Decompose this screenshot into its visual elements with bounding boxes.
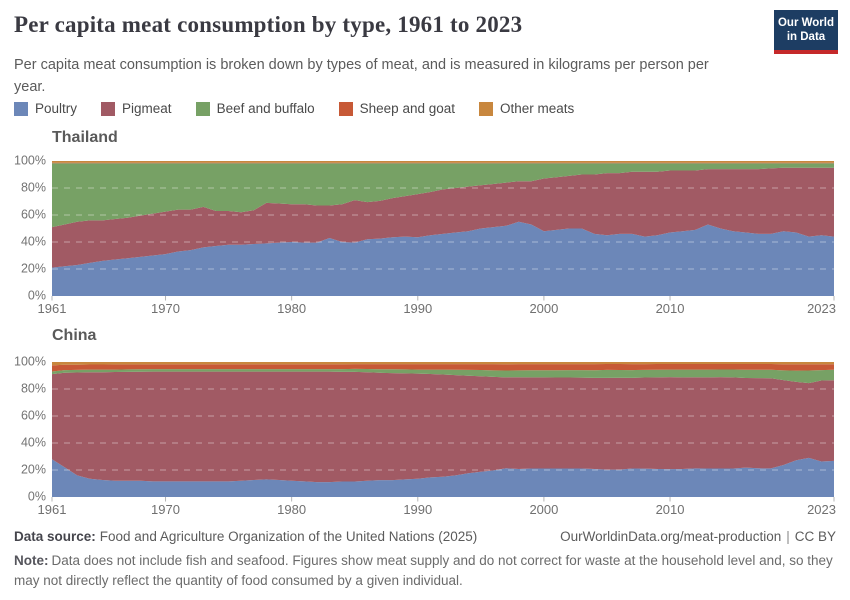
- thailand-stacked-area-chart[interactable]: 0% 20% 40% 60% 80% 100% 1961 1970 1980 1990 2000 20…: [0, 153, 850, 325]
- x-tick-label: 2010: [656, 301, 685, 316]
- area-pigmeat[interactable]: [52, 167, 834, 268]
- x-tick-label: 2000: [529, 301, 558, 316]
- area-poultry[interactable]: [52, 457, 834, 497]
- footnote-label: Note:: [14, 553, 49, 568]
- y-tick-label: 100%: [14, 354, 46, 368]
- china-stacked-area-chart[interactable]: 0% 20% 40% 60% 80% 100% 1961 1970 1980 1990 2000 20…: [0, 354, 850, 526]
- x-tick-label: 1990: [403, 301, 432, 316]
- owid-logo-line2: in Data: [786, 31, 826, 44]
- x-tick-label: 1990: [403, 502, 432, 517]
- y-tick-label: 40%: [21, 435, 46, 449]
- x-tick-label: 1970: [151, 301, 180, 316]
- legend-label: Sheep and goat: [359, 101, 455, 116]
- legend-label: Pigmeat: [122, 101, 172, 116]
- legend: Poultry Pigmeat Beef and buffalo Sheep and …: [14, 101, 574, 116]
- legend-swatch: [101, 101, 116, 116]
- data-source: Data source: Food and Agriculture Organiz…: [14, 529, 477, 544]
- x-tick-label: 1980: [277, 502, 306, 517]
- y-tick-label: 80%: [21, 180, 46, 194]
- area-pigmeat[interactable]: [52, 371, 834, 483]
- legend-label: Poultry: [35, 101, 78, 116]
- x-tick-label: 1970: [151, 502, 180, 517]
- legend-swatch: [479, 101, 493, 116]
- page-title: Per capita meat consumption by type, 196…: [14, 12, 523, 37]
- legend-swatch: [338, 101, 353, 116]
- y-tick-label: 60%: [21, 408, 46, 422]
- legend-item-beef-and-buffalo[interactable]: Beef and buffalo: [195, 101, 315, 116]
- legend-swatch: [14, 101, 28, 116]
- chart-title-thailand: Thailand: [52, 129, 118, 146]
- y-tick-label: 80%: [21, 381, 46, 395]
- legend-swatch: [195, 101, 210, 116]
- data-source-label: Data source:: [14, 529, 96, 544]
- x-tick-label: 1961: [38, 301, 67, 316]
- footnote: Note: Data does not include fish and seaf…: [14, 551, 838, 590]
- owid-logo[interactable]: Our World in Data: [774, 10, 838, 54]
- area-other-meats[interactable]: [52, 161, 834, 163]
- owid-url-link[interactable]: OurWorldinData.org/meat-production: [560, 529, 782, 544]
- x-tick-label: 2000: [529, 502, 558, 517]
- x-tick-label: 1961: [38, 502, 67, 517]
- legend-item-pigmeat[interactable]: Pigmeat: [101, 101, 172, 116]
- area-sheep-and-goat[interactable]: [52, 162, 834, 164]
- area-poultry[interactable]: [52, 221, 834, 296]
- y-tick-label: 20%: [21, 261, 46, 275]
- legend-label: Other meats: [500, 101, 575, 116]
- footnote-text: Data does not include fish and seafood. …: [14, 553, 833, 588]
- data-source-text: Food and Agriculture Organization of the…: [99, 529, 478, 544]
- y-tick-label: 0%: [28, 489, 46, 503]
- y-tick-label: 40%: [21, 234, 46, 248]
- y-tick-label: 20%: [21, 462, 46, 476]
- legend-item-other-meats[interactable]: Other meats: [479, 101, 574, 116]
- legend-label: Beef and buffalo: [216, 101, 315, 116]
- chart-title-china: China: [52, 327, 97, 344]
- y-tick-label: 60%: [21, 207, 46, 221]
- x-tick-label: 2023: [807, 502, 836, 517]
- x-tick-label: 2023: [807, 301, 836, 316]
- owid-logo-line1: Our World: [777, 17, 834, 29]
- footer-separator: |: [786, 529, 790, 544]
- area-other-meats[interactable]: [52, 362, 834, 366]
- footer: Data source: Food and Agriculture Organiz…: [14, 529, 836, 544]
- x-tick-label: 1980: [277, 301, 306, 316]
- footer-links: OurWorldinData.org/meat-production | CC BY: [560, 529, 836, 544]
- license-text: CC BY: [794, 529, 836, 544]
- area-sheep-and-goat[interactable]: [52, 364, 834, 372]
- area-beef-and-buffalo[interactable]: [52, 368, 834, 384]
- legend-item-poultry[interactable]: Poultry: [14, 101, 77, 116]
- legend-item-sheep-and-goat[interactable]: Sheep and goat: [338, 101, 455, 116]
- y-tick-label: 0%: [28, 288, 46, 302]
- chart-subtitle: Per capita meat consumption is broken do…: [14, 57, 709, 95]
- area-beef-and-buffalo[interactable]: [52, 163, 834, 228]
- x-tick-label: 2010: [656, 502, 685, 517]
- y-tick-label: 100%: [14, 153, 46, 167]
